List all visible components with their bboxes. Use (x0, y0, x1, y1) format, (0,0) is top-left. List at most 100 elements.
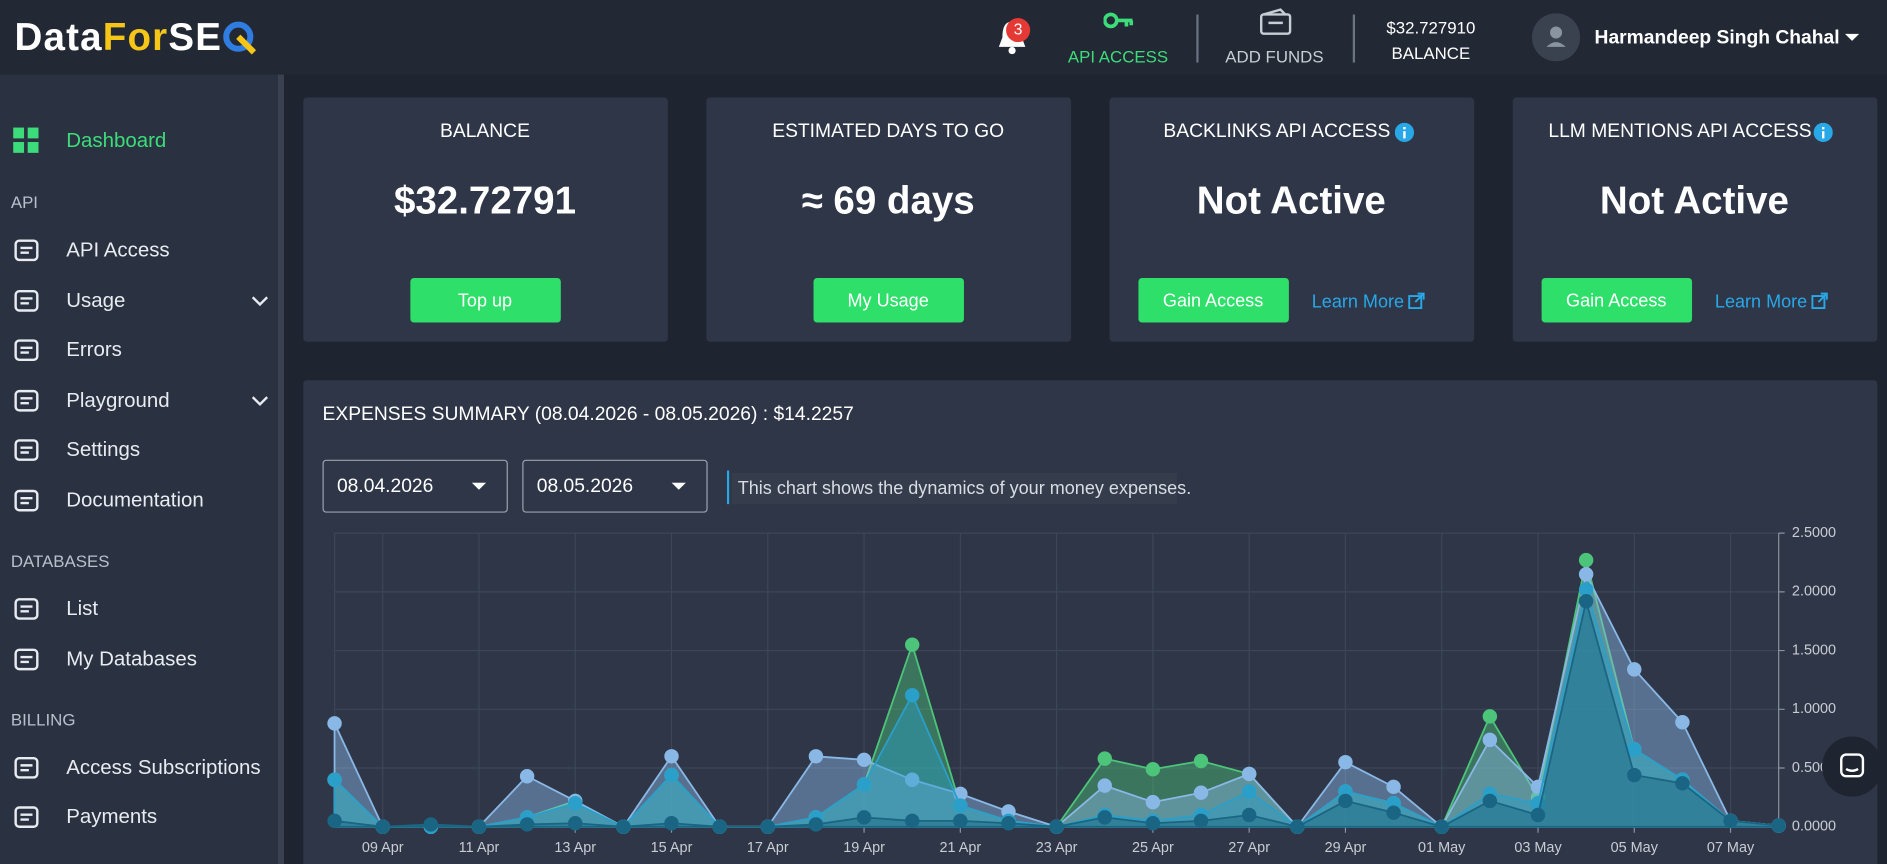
menu-icon (14, 389, 39, 412)
x-tick-label: 21 Apr (939, 840, 981, 856)
menu-item[interactable]: Playground (66, 388, 170, 412)
avatar[interactable] (1531, 13, 1581, 62)
info-icon[interactable] (1813, 122, 1833, 143)
point (1290, 819, 1305, 834)
info-icon[interactable] (1394, 122, 1415, 143)
point (616, 819, 631, 834)
menu-chevron[interactable] (251, 396, 269, 407)
add-funds-link[interactable]: ADD FUNDS (1225, 46, 1324, 67)
menu-icon (14, 339, 39, 362)
api-access-link[interactable]: API ACCESS (1067, 46, 1169, 67)
sidebar-scrollbar (277, 74, 285, 864)
menu-section: DATABASES (10, 551, 110, 571)
x-tick-label: 11 Apr (459, 840, 500, 856)
y-tick-label: 2.0000 (1792, 584, 1836, 600)
user-caret[interactable] (1844, 33, 1860, 44)
menu-icon (14, 439, 39, 462)
menu-item[interactable]: Documentation (66, 488, 204, 512)
menu-icon (14, 489, 39, 512)
funds-icon[interactable] (1259, 7, 1293, 36)
menu-item[interactable]: Usage (66, 288, 126, 312)
menu-item[interactable]: API Access (66, 238, 170, 262)
point (904, 687, 920, 703)
card-button[interactable] (813, 277, 964, 323)
menu-item[interactable]: List (66, 596, 99, 620)
notification-badge (1006, 18, 1031, 43)
external-icon[interactable] (1811, 292, 1828, 310)
user-name[interactable]: Harmandeep Singh Chahal (1594, 27, 1840, 49)
y-tick-label: 1.5000 (1792, 642, 1836, 658)
menu-item[interactable]: Errors (66, 338, 122, 362)
card-title: ESTIMATED DAYS TO GO (772, 121, 1005, 143)
menu-item[interactable]: Access Subscriptions (66, 755, 261, 779)
point (568, 796, 583, 811)
menu-item-active[interactable]: Dashboard (66, 128, 167, 152)
card-button-label[interactable]: Gain Access (1566, 290, 1667, 312)
point (423, 817, 439, 832)
area (333, 559, 1780, 828)
select-caret[interactable] (671, 482, 686, 491)
date-select-value[interactable]: 08.04.2026 (336, 476, 434, 498)
menu-icon (14, 289, 39, 312)
menu-icon (14, 648, 39, 670)
menu-icon (14, 239, 39, 262)
point (760, 819, 776, 834)
date-select[interactable] (522, 459, 708, 513)
card-title: BALANCE (440, 121, 530, 143)
select-caret[interactable] (471, 482, 487, 491)
point (1627, 662, 1642, 677)
menu-chevron[interactable] (251, 295, 269, 307)
dashboard-icon[interactable] (12, 126, 41, 155)
expenses-title: EXPENSES SUMMARY (08.04.2026 - 08.05.202… (322, 404, 854, 425)
point (664, 749, 679, 764)
menu-section: API (10, 192, 39, 212)
card-button[interactable] (1138, 277, 1289, 323)
card-title: BACKLINKS API ACCESS (1163, 121, 1391, 143)
point (1771, 818, 1786, 833)
key-icon[interactable] (1103, 11, 1135, 30)
point (1338, 793, 1353, 809)
logo[interactable]: DataForSE (14, 15, 256, 60)
point (856, 752, 872, 768)
learn-more-link[interactable]: Learn More (1714, 291, 1808, 313)
point (1482, 793, 1498, 809)
external-icon[interactable] (1408, 292, 1425, 310)
notification-count: 3 (1013, 19, 1023, 38)
card-button[interactable] (1541, 277, 1693, 323)
point (1097, 751, 1112, 766)
card-button-label[interactable]: Top up (457, 290, 513, 312)
card-button[interactable] (410, 277, 561, 323)
x-tick-label: 15 Apr (651, 840, 693, 856)
x-tick-label: 19 Apr (843, 840, 885, 856)
card-button-label[interactable]: Gain Access (1162, 290, 1264, 312)
logo-part: SE (168, 15, 223, 59)
point (1145, 816, 1161, 831)
point (1241, 807, 1257, 823)
point (1145, 794, 1161, 810)
card-button-label[interactable]: My Usage (847, 290, 929, 312)
logo-part: Data (14, 15, 103, 59)
point (904, 813, 920, 829)
x-tick-label: 25 Apr (1132, 840, 1174, 856)
x-tick-label: 17 Apr (747, 840, 789, 856)
area (333, 571, 1780, 829)
point (712, 819, 727, 834)
point (327, 716, 342, 731)
point (1193, 813, 1209, 829)
date-select[interactable] (322, 459, 508, 513)
point (1386, 805, 1401, 820)
point (1578, 582, 1594, 597)
menu-item[interactable]: Payments (66, 805, 158, 829)
x-tick-label: 01 May (1418, 840, 1466, 856)
point (1193, 753, 1209, 769)
menu-item[interactable]: My Databases (66, 646, 197, 670)
date-select-value[interactable]: 08.05.2026 (536, 476, 634, 498)
learn-more-link[interactable]: Learn More (1311, 291, 1405, 313)
chat-button[interactable] (1822, 736, 1883, 797)
point (1627, 767, 1642, 783)
menu-item[interactable]: Settings (66, 438, 141, 462)
point (327, 772, 342, 788)
point (1338, 754, 1353, 770)
